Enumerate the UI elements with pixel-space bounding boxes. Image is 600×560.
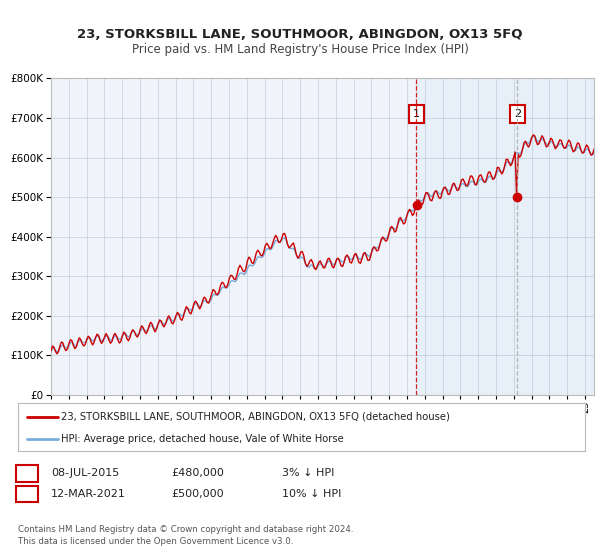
Text: 08-JUL-2015: 08-JUL-2015 [51, 468, 119, 478]
Text: Price paid vs. HM Land Registry's House Price Index (HPI): Price paid vs. HM Land Registry's House … [131, 43, 469, 56]
Text: 23, STORKSBILL LANE, SOUTHMOOR, ABINGDON, OX13 5FQ (detached house): 23, STORKSBILL LANE, SOUTHMOOR, ABINGDON… [61, 412, 449, 422]
Text: 3% ↓ HPI: 3% ↓ HPI [282, 468, 334, 478]
Text: HPI: Average price, detached house, Vale of White Horse: HPI: Average price, detached house, Vale… [61, 434, 343, 444]
Text: 2: 2 [23, 489, 30, 499]
Text: This data is licensed under the Open Government Licence v3.0.: This data is licensed under the Open Gov… [18, 537, 293, 546]
Text: £500,000: £500,000 [171, 489, 224, 499]
Text: 10% ↓ HPI: 10% ↓ HPI [282, 489, 341, 499]
Text: 1: 1 [23, 468, 30, 478]
Text: Contains HM Land Registry data © Crown copyright and database right 2024.: Contains HM Land Registry data © Crown c… [18, 525, 353, 534]
Bar [416, 78, 594, 395]
Text: 23, STORKSBILL LANE, SOUTHMOOR, ABINGDON, OX13 5FQ: 23, STORKSBILL LANE, SOUTHMOOR, ABINGDON… [77, 28, 523, 41]
Text: £480,000: £480,000 [171, 468, 224, 478]
Text: 1: 1 [413, 109, 420, 119]
Text: 2: 2 [514, 109, 521, 119]
Text: 12-MAR-2021: 12-MAR-2021 [51, 489, 126, 499]
